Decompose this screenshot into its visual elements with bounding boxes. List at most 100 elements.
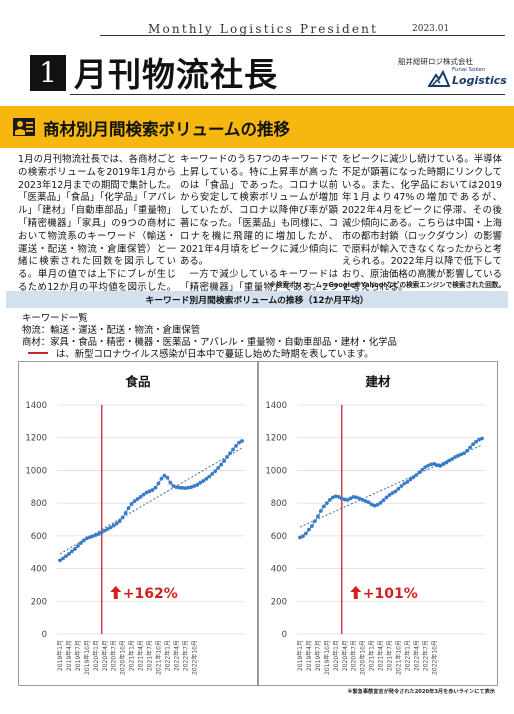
data-point: [399, 484, 404, 488]
y-tick-label: 1000: [25, 466, 47, 476]
article-column-1: 1月の月刊物流社長では、各商材ごとの検索ボリュームを2019年1月から2023年…: [18, 154, 176, 308]
data-point: [204, 477, 209, 481]
data-point: [240, 439, 244, 443]
y-tick-label: 1000: [265, 466, 287, 476]
x-tick-label: 2021年10月: [394, 640, 402, 675]
data-point: [216, 466, 221, 470]
data-point: [438, 463, 443, 468]
data-point: [183, 486, 188, 490]
data-point: [144, 490, 149, 495]
data-point: [171, 484, 176, 488]
data-point: [313, 519, 317, 524]
x-tick-label: 2022年7月: [181, 640, 189, 671]
x-tick-label: 2021年7月: [146, 640, 154, 671]
emergency-declaration-footnote: ※緊急事態宣言が発令された2020年3月を赤いラインにて表示: [347, 689, 495, 695]
data-point: [126, 506, 131, 510]
y-tick-label: 1400: [25, 401, 47, 411]
y-tick-label: 400: [31, 565, 47, 575]
data-point: [465, 448, 469, 453]
data-point: [351, 495, 356, 499]
data-point: [213, 469, 218, 474]
data-point: [333, 494, 338, 499]
x-tick-label: 2021年10月: [154, 640, 162, 675]
data-point: [207, 474, 212, 479]
data-point: [237, 440, 241, 445]
data-point: [327, 497, 332, 502]
data-point: [138, 495, 143, 499]
data-point: [219, 462, 224, 467]
data-point: [411, 475, 416, 480]
data-point: [450, 457, 455, 461]
x-tick-label: 2020年4月: [101, 640, 109, 671]
data-point: [378, 500, 383, 505]
article-paragraph: 1月の月刊物流社長では、各商材ごとの検索ボリュームを2019年1月から2023年…: [18, 154, 176, 306]
company-logo: Funai Soken Logistics: [428, 67, 508, 91]
data-point: [111, 523, 116, 528]
x-tick-label: 2022年7月: [421, 640, 429, 671]
data-point: [162, 473, 167, 478]
x-tick-label: 2020年10月: [359, 640, 367, 675]
data-point: [168, 480, 173, 485]
trend-line: [299, 444, 483, 528]
data-point: [441, 462, 446, 467]
data-point: [70, 549, 74, 554]
data-point: [201, 479, 206, 483]
y-tick-label: 1200: [25, 434, 47, 444]
data-point: [316, 514, 320, 519]
data-point: [396, 486, 401, 491]
data-point: [471, 442, 475, 447]
x-tick-label: 2020年7月: [350, 640, 358, 671]
data-point: [93, 533, 98, 537]
data-point: [310, 524, 314, 528]
x-tick-label: 2020年1月: [332, 640, 340, 671]
data-point: [87, 535, 92, 540]
data-point: [129, 502, 134, 506]
data-point: [432, 461, 437, 466]
data-point: [414, 473, 419, 477]
data-point: [408, 477, 413, 482]
article-paragraph: をピークに減少し続けている。半導体不足が顕著になった時期にリンクしている。また、…: [342, 154, 502, 293]
article-paragraph: キーワードのうち7つのキーワードで上昇している。特に上昇率が高ったのは「食品」で…: [180, 154, 338, 268]
data-point: [222, 459, 226, 463]
data-point: [453, 455, 458, 459]
chart-panel-building-materials: 建材 0 200 400 600 800 1000 1200 1400 2019年1月 2019年4…: [258, 361, 498, 686]
data-point: [342, 497, 347, 502]
data-point: [180, 486, 185, 490]
data-point: [426, 463, 431, 468]
data-point: [387, 493, 392, 497]
y-tick-label: 0: [42, 630, 47, 640]
data-point: [81, 538, 86, 543]
data-point: [58, 558, 62, 563]
x-tick-label: 2020年10月: [119, 640, 127, 675]
data-point: [363, 499, 368, 504]
mountain-logo-icon: [428, 69, 450, 87]
logo-small-text: Funai Soken: [452, 67, 486, 73]
x-tick-label: 2022年4月: [172, 640, 180, 671]
x-tick-label: 2021年4月: [137, 640, 145, 671]
covid-legend-line: [28, 352, 48, 354]
data-point: [447, 458, 452, 463]
data-point: [73, 547, 77, 551]
data-point: [330, 495, 335, 500]
data-point: [480, 436, 484, 441]
data-point: [84, 536, 89, 541]
x-tick-label: 2019年4月: [65, 640, 73, 671]
data-point: [105, 527, 110, 531]
x-tick-label: 2020年4月: [341, 640, 349, 671]
data-point: [304, 531, 308, 536]
up-arrow-icon: [110, 586, 122, 599]
x-tick-label: 2021年7月: [386, 640, 394, 671]
data-point: [156, 481, 161, 486]
y-tick-label: 800: [271, 499, 287, 509]
data-point: [369, 502, 374, 507]
masthead-rule-bottom: [70, 94, 505, 95]
data-point: [468, 445, 472, 450]
data-point: [150, 488, 155, 492]
data-point: [159, 476, 164, 481]
covid-legend: は、新型コロナウイルス感染が日本中で蔓延し始めた時期を表しています。: [22, 346, 492, 360]
issue-date: 2023.01: [412, 24, 450, 34]
x-tick-label: 2022年1月: [403, 640, 411, 671]
x-tick-label: 2019年1月: [296, 640, 304, 671]
x-tick-label: 2019年10月: [323, 640, 331, 675]
growth-annotation: +101%: [363, 586, 418, 602]
